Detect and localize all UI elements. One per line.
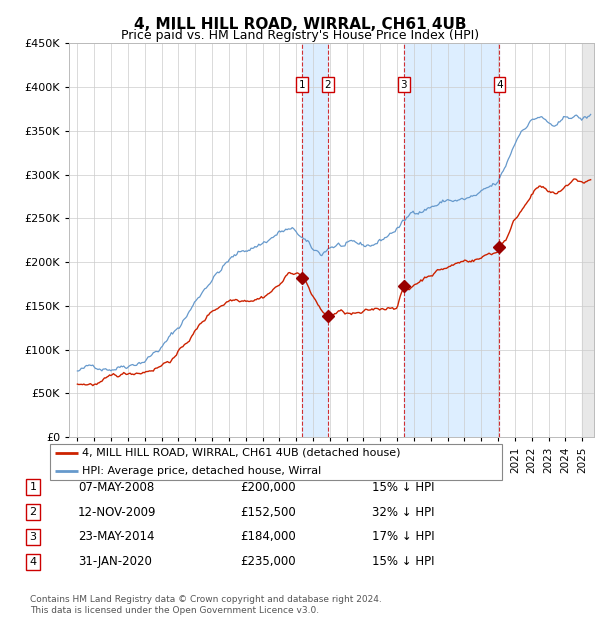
Text: 2: 2 xyxy=(325,80,331,90)
Text: 15% ↓ HPI: 15% ↓ HPI xyxy=(372,481,434,494)
Text: Price paid vs. HM Land Registry's House Price Index (HPI): Price paid vs. HM Land Registry's House … xyxy=(121,29,479,42)
Text: 1: 1 xyxy=(29,482,37,492)
Text: 4: 4 xyxy=(496,80,503,90)
Text: £152,500: £152,500 xyxy=(240,506,296,518)
Text: 12-NOV-2009: 12-NOV-2009 xyxy=(78,506,157,518)
Text: 07-MAY-2008: 07-MAY-2008 xyxy=(78,481,154,494)
Bar xyxy=(404,43,499,437)
Bar xyxy=(302,43,328,437)
Text: £235,000: £235,000 xyxy=(240,556,296,568)
Text: 1: 1 xyxy=(299,80,305,90)
Text: This data is licensed under the Open Government Licence v3.0.: This data is licensed under the Open Gov… xyxy=(30,606,319,616)
Text: 23-MAY-2014: 23-MAY-2014 xyxy=(78,531,155,543)
Text: £184,000: £184,000 xyxy=(240,531,296,543)
Text: 3: 3 xyxy=(29,532,37,542)
Text: 17% ↓ HPI: 17% ↓ HPI xyxy=(372,531,434,543)
Text: HPI: Average price, detached house, Wirral: HPI: Average price, detached house, Wirr… xyxy=(82,466,322,477)
Text: 3: 3 xyxy=(400,80,407,90)
Text: Contains HM Land Registry data © Crown copyright and database right 2024.: Contains HM Land Registry data © Crown c… xyxy=(30,595,382,604)
Text: 15% ↓ HPI: 15% ↓ HPI xyxy=(372,556,434,568)
FancyBboxPatch shape xyxy=(50,444,502,480)
Bar xyxy=(582,43,594,437)
Text: 4, MILL HILL ROAD, WIRRAL, CH61 4UB (detached house): 4, MILL HILL ROAD, WIRRAL, CH61 4UB (det… xyxy=(82,448,401,458)
Text: £200,000: £200,000 xyxy=(240,481,296,494)
Text: 2: 2 xyxy=(29,507,37,517)
Text: 31-JAN-2020: 31-JAN-2020 xyxy=(78,556,152,568)
Text: 32% ↓ HPI: 32% ↓ HPI xyxy=(372,506,434,518)
Text: 4, MILL HILL ROAD, WIRRAL, CH61 4UB: 4, MILL HILL ROAD, WIRRAL, CH61 4UB xyxy=(134,17,466,32)
Text: 4: 4 xyxy=(29,557,37,567)
